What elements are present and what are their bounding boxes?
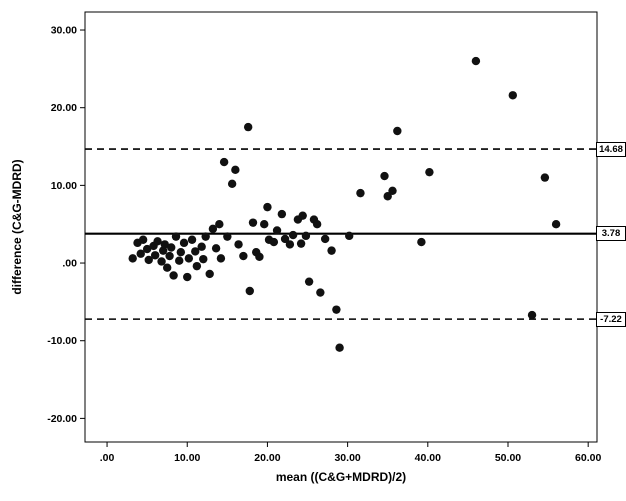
y-axis-title: difference (C&G-MDRD) <box>10 159 24 295</box>
svg-text:.00: .00 <box>100 452 115 464</box>
svg-text:40.00: 40.00 <box>415 452 441 464</box>
svg-text:30.00: 30.00 <box>51 25 77 37</box>
svg-text:10.00: 10.00 <box>174 452 200 464</box>
reference-line-label-mean: 3.78 <box>596 226 626 242</box>
svg-text:-20.00: -20.00 <box>47 413 77 425</box>
svg-text:50.00: 50.00 <box>495 452 521 464</box>
reference-line-label-upper-limit: 14.68 <box>596 141 626 157</box>
svg-text:-10.00: -10.00 <box>47 335 77 347</box>
reference-line-label-lower-limit: -7.22 <box>596 311 626 327</box>
svg-text:.00: .00 <box>62 258 77 270</box>
svg-text:10.00: 10.00 <box>51 180 77 192</box>
svg-text:30.00: 30.00 <box>334 452 360 464</box>
svg-text:20.00: 20.00 <box>51 102 77 114</box>
svg-text:20.00: 20.00 <box>254 452 280 464</box>
x-axis-title: mean ((C&G+MDRD)/2) <box>275 470 407 484</box>
svg-text:60.00: 60.00 <box>575 452 601 464</box>
